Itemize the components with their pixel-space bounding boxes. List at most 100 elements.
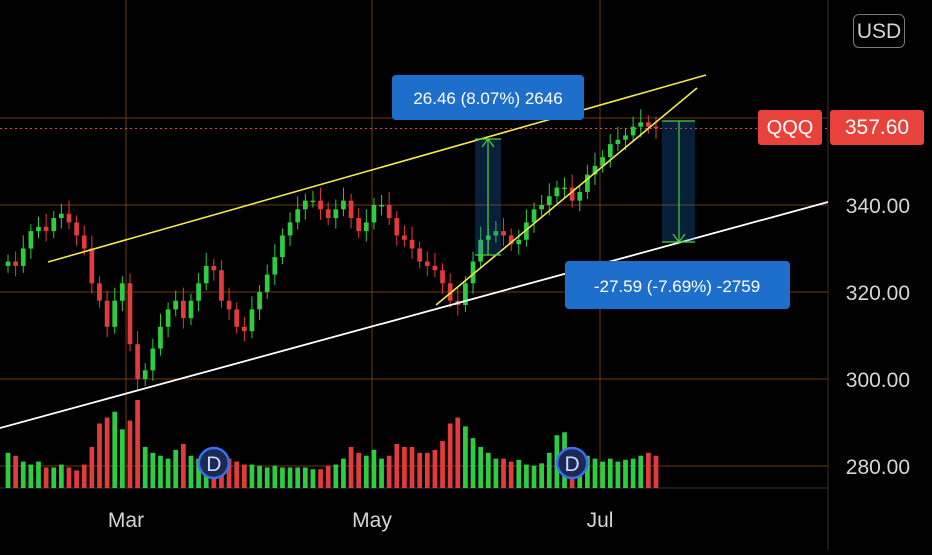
- volume-bar: [325, 465, 331, 488]
- time-tick-label: Mar: [108, 509, 144, 532]
- volume-bar: [66, 467, 72, 488]
- measure-callout-up-label: 26.46 (8.07%) 2646: [413, 89, 562, 108]
- candle-body: [348, 200, 354, 219]
- volume-bar: [607, 458, 613, 488]
- candle-body: [363, 222, 369, 232]
- candle-body: [432, 265, 438, 271]
- volume-bar: [493, 458, 499, 488]
- candle-body: [554, 187, 560, 197]
- candle-body: [539, 205, 545, 210]
- candle-body: [630, 126, 636, 136]
- volume-bar: [234, 461, 240, 488]
- volume-bar: [600, 461, 605, 488]
- candle-body: [562, 187, 567, 190]
- currency-button[interactable]: USD: [853, 14, 905, 48]
- candle-body: [524, 222, 529, 240]
- candle-body: [226, 300, 232, 310]
- candle-body: [104, 300, 110, 327]
- volume-bar: [409, 446, 415, 488]
- candle-body: [302, 200, 308, 210]
- candle-body: [371, 205, 377, 223]
- candle-body: [112, 300, 118, 327]
- volume-bar: [539, 463, 545, 488]
- candle-body: [585, 174, 590, 192]
- candle-body: [440, 270, 445, 284]
- price-tick-label: 320.00: [846, 282, 910, 305]
- measure-arrow-down-icon: [672, 233, 686, 243]
- volume-bar: [51, 467, 57, 488]
- candle-body: [13, 261, 18, 266]
- volume-bar: [653, 455, 659, 488]
- candle-body: [142, 370, 148, 379]
- volume-bar: [585, 455, 590, 488]
- candle-body: [501, 231, 506, 236]
- candle-body: [463, 283, 468, 306]
- symbol-tag: [758, 110, 822, 145]
- volume-bar: [478, 446, 484, 488]
- upper-trendline: [47, 74, 707, 263]
- candle-body: [51, 218, 57, 232]
- volume-bar: [165, 458, 171, 488]
- candle-body: [600, 157, 605, 166]
- candle-body: [516, 239, 522, 245]
- volume-bar: [13, 455, 18, 488]
- volume-bar: [524, 464, 529, 488]
- candle-body: [36, 226, 41, 232]
- candle-body: [478, 239, 484, 262]
- candle-body: [165, 309, 171, 327]
- candle-body: [59, 213, 64, 219]
- candle-body: [196, 283, 201, 301]
- volume-bar: [638, 455, 644, 488]
- volume-bar: [371, 449, 377, 488]
- candle-body: [417, 248, 423, 262]
- volume-bar: [447, 423, 453, 488]
- candle-body: [402, 235, 407, 240]
- volume-bar: [104, 417, 110, 488]
- volume-bar: [516, 459, 522, 488]
- candle-body: [211, 265, 217, 271]
- candle-body: [89, 248, 95, 284]
- volume-bar: [264, 467, 270, 488]
- candle-body: [386, 205, 392, 219]
- volume-bar: [592, 458, 598, 488]
- candle-body: [424, 261, 430, 266]
- volume-bar: [463, 426, 468, 488]
- candle-body: [66, 213, 72, 223]
- volume-bar: [241, 464, 247, 488]
- price-tick-label: 340.00: [846, 195, 910, 218]
- measure-arrow-up-icon: [481, 138, 495, 148]
- volume-bar: [310, 469, 316, 488]
- volume-bar: [74, 470, 79, 488]
- candle-body: [43, 226, 49, 232]
- candle-body: [295, 209, 301, 223]
- candle-body: [203, 265, 209, 284]
- candle-body: [188, 300, 194, 319]
- volume-bar: [302, 467, 308, 488]
- lower-trendline: [435, 87, 698, 306]
- volume-bar: [97, 423, 102, 488]
- candle-body: [5, 261, 11, 266]
- volume-bar: [188, 455, 194, 488]
- candle-body: [470, 261, 476, 284]
- volume-bar: [135, 400, 140, 488]
- candle-body: [158, 326, 163, 349]
- volume-bar: [81, 464, 87, 488]
- volume-bar: [348, 446, 354, 488]
- volume-bar: [318, 469, 323, 488]
- candle-body: [653, 126, 659, 129]
- volume-bar: [630, 458, 636, 488]
- volume-bar: [455, 417, 461, 488]
- candle-body: [546, 196, 552, 205]
- candle-body: [356, 218, 362, 232]
- volume-bar: [485, 452, 491, 488]
- candle-body: [119, 283, 125, 301]
- candle-body: [234, 309, 240, 327]
- candle-body: [219, 270, 224, 301]
- volume-bar: [158, 455, 163, 488]
- volume-bar: [36, 461, 41, 488]
- dividend-marker-label: D: [206, 453, 221, 476]
- candle-body: [341, 200, 346, 210]
- volume-bar: [341, 458, 346, 488]
